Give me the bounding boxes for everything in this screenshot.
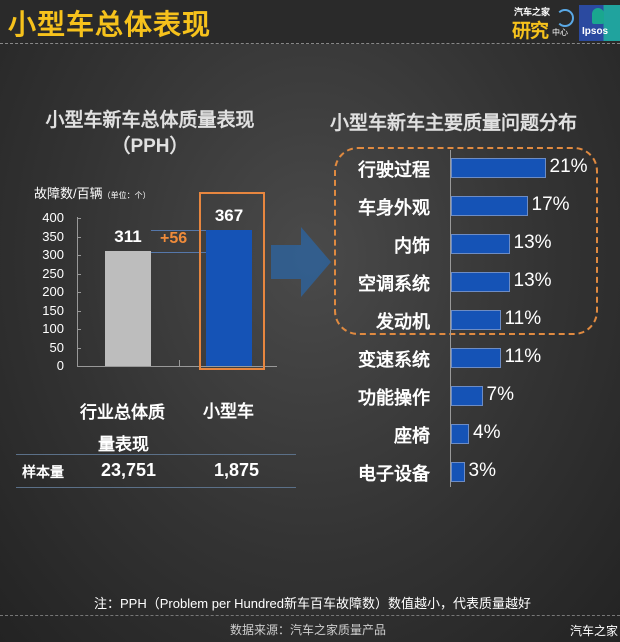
issue-value: 7%	[486, 384, 514, 405]
ipsos-head-icon	[592, 8, 604, 24]
category-industry: 行业总体质 量表现	[80, 397, 180, 461]
issue-label: 发动机	[376, 312, 430, 332]
y-tick	[77, 329, 81, 330]
x-axis	[77, 366, 277, 367]
ipsos-logo: Ipsos	[579, 5, 620, 41]
difference-label: +56	[160, 230, 188, 247]
left-chart-title: 小型车新车总体质量表现 （PPH）	[20, 108, 280, 160]
issue-label: 空调系统	[358, 274, 430, 294]
issue-bar	[451, 234, 510, 254]
difference-band	[151, 230, 206, 253]
y-tick-label: 400	[42, 210, 64, 225]
title-line: （PPH）	[111, 136, 189, 157]
right-chart-title: 小型车新车主要质量问题分布	[330, 113, 578, 134]
issue-bar	[451, 196, 528, 216]
sample-label: 样本量	[22, 464, 64, 480]
issue-label: 行驶过程	[358, 160, 430, 180]
data-source: 数据来源：汽车之家质量产品	[230, 623, 387, 637]
y-axis-label: 故障数/百辆（单位：个）	[34, 183, 151, 202]
y-tick	[77, 292, 81, 293]
y-tick	[77, 218, 81, 219]
issue-bar	[451, 348, 501, 368]
watermark: 汽车之家	[570, 624, 619, 638]
issue-value: 4%	[473, 422, 501, 443]
sample-industry: 23,751	[101, 460, 157, 480]
y-tick	[77, 236, 81, 238]
issue-label: 功能操作	[358, 388, 430, 408]
y-tick-label: 0	[56, 358, 64, 373]
header: 小型车总体表现 汽车之家 研究 中心 Ipsos	[0, 0, 620, 44]
ylabel-text: 故障数/百辆	[34, 186, 103, 201]
issue-value: 21%	[549, 156, 588, 177]
category-axis	[450, 150, 451, 487]
sample-small-car: 1,875	[214, 460, 260, 480]
right-arrow-icon	[271, 227, 331, 297]
y-axis	[77, 217, 78, 367]
title-line: 小型车新车总体质量表现	[45, 110, 255, 131]
issue-value: 13%	[513, 232, 552, 253]
y-tick-label: 250	[42, 265, 64, 281]
issue-bar	[451, 462, 465, 482]
sample-size-row: 样本量 23,751 1,875	[16, 454, 296, 488]
page-title: 小型车总体表现	[8, 9, 212, 40]
issue-value: 11%	[504, 346, 542, 367]
bar-value-industry: 311	[114, 226, 142, 246]
issue-label: 车身外观	[358, 198, 430, 218]
issue-label: 电子设备	[358, 464, 430, 484]
logo-text: Ipsos	[582, 26, 609, 37]
y-tick-label: 150	[42, 302, 64, 318]
logo-text: 汽车之家	[514, 7, 551, 17]
category-small-car: 小型车	[203, 402, 254, 421]
autohome-research-logo: 汽车之家 研究 中心	[510, 5, 576, 42]
y-tick-label: 300	[42, 247, 64, 262]
footnote: 注：PPH（Problem per Hundred新车百车故障数）数值越小，代表…	[94, 596, 532, 611]
footer-divider	[0, 615, 620, 616]
category-text: 量表现	[98, 435, 149, 454]
issue-bar	[451, 310, 501, 330]
bar-small-car	[206, 230, 252, 366]
category-text: 行业总体质	[80, 403, 165, 422]
y-tick	[77, 310, 81, 312]
y-tick	[77, 273, 81, 275]
y-tick-label: 50	[49, 339, 64, 355]
bar-industry	[105, 250, 151, 366]
issue-value: 11%	[504, 308, 542, 329]
y-tick	[77, 255, 81, 256]
y-tick	[77, 347, 81, 349]
logo-text: 研究	[512, 21, 549, 42]
y-tick-label: 200	[42, 284, 64, 299]
highlight-box	[199, 192, 265, 370]
ylabel-unit: （单位：个）	[102, 191, 151, 200]
issue-bar	[451, 386, 483, 406]
issue-bar	[451, 272, 510, 292]
bar-value-small-car: 367	[214, 206, 244, 226]
logo-text: 中心	[552, 28, 568, 37]
y-tick-label: 350	[42, 228, 64, 244]
issue-value: 3%	[468, 460, 496, 481]
header-divider	[0, 43, 620, 44]
y-tick-label: 100	[42, 321, 64, 336]
issue-label: 变速系统	[358, 350, 430, 370]
x-tick	[179, 360, 180, 366]
issue-label: 座椅	[394, 426, 430, 446]
issue-value: 17%	[531, 194, 570, 215]
swirl-icon	[556, 9, 574, 27]
issue-bar	[451, 424, 469, 444]
issue-value: 13%	[513, 270, 552, 291]
top5-highlight-box	[334, 147, 598, 335]
issue-label: 内饰	[394, 236, 430, 256]
issue-bar	[451, 158, 546, 178]
